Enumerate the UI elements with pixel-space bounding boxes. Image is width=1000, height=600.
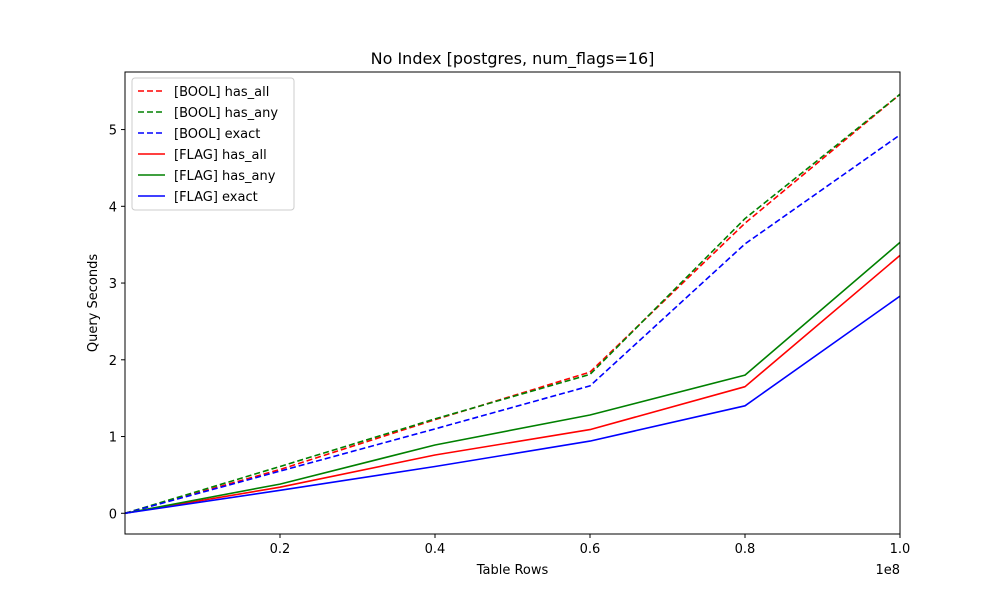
y-tick-label: 4 [109,200,117,215]
legend-entry: [BOOL] has_any [174,106,278,121]
series-line-1 [124,93,901,515]
y-tick-label: 3 [109,277,117,292]
series-line-3 [124,254,901,515]
chart-title: No Index [postgres, num_flags=16] [371,49,655,69]
y-axis-label: Query Seconds [86,254,101,352]
series-line-4 [124,241,901,515]
legend: [BOOL] has_all [BOOL] has_any [BOOL] exact… [131,77,295,211]
y-tick-label: 5 [109,124,117,139]
legend-entry: [BOOL] exact [174,127,260,142]
series-line-0 [124,93,901,515]
y-tick-label: 1 [109,431,117,446]
legend-entry: [FLAG] has_all [174,148,267,163]
plot-area [124,93,901,515]
series-line-5 [124,295,901,515]
axes: 0.2 0.4 0.6 0.8 1.0 0 1 2 3 4 5 [109,124,911,557]
plot-frame [124,71,901,535]
y-tick-label: 0 [109,507,117,522]
x-axis-label: Table Rows [476,563,549,578]
x-tick-label: 1.0 [890,542,911,557]
x-tick-label: 0.8 [735,542,756,557]
x-tick-label: 0.2 [270,542,291,557]
x-axis-offset-label: 1e8 [875,563,900,578]
x-tick-label: 0.4 [425,542,446,557]
legend-entry: [FLAG] exact [174,190,258,205]
legend-box [131,77,295,211]
x-tick-label: 0.6 [580,542,601,557]
legend-entry: [FLAG] has_any [174,169,276,184]
y-tick-label: 2 [109,354,117,369]
series-line-2 [124,134,901,515]
legend-entry: [BOOL] has_all [174,85,269,100]
